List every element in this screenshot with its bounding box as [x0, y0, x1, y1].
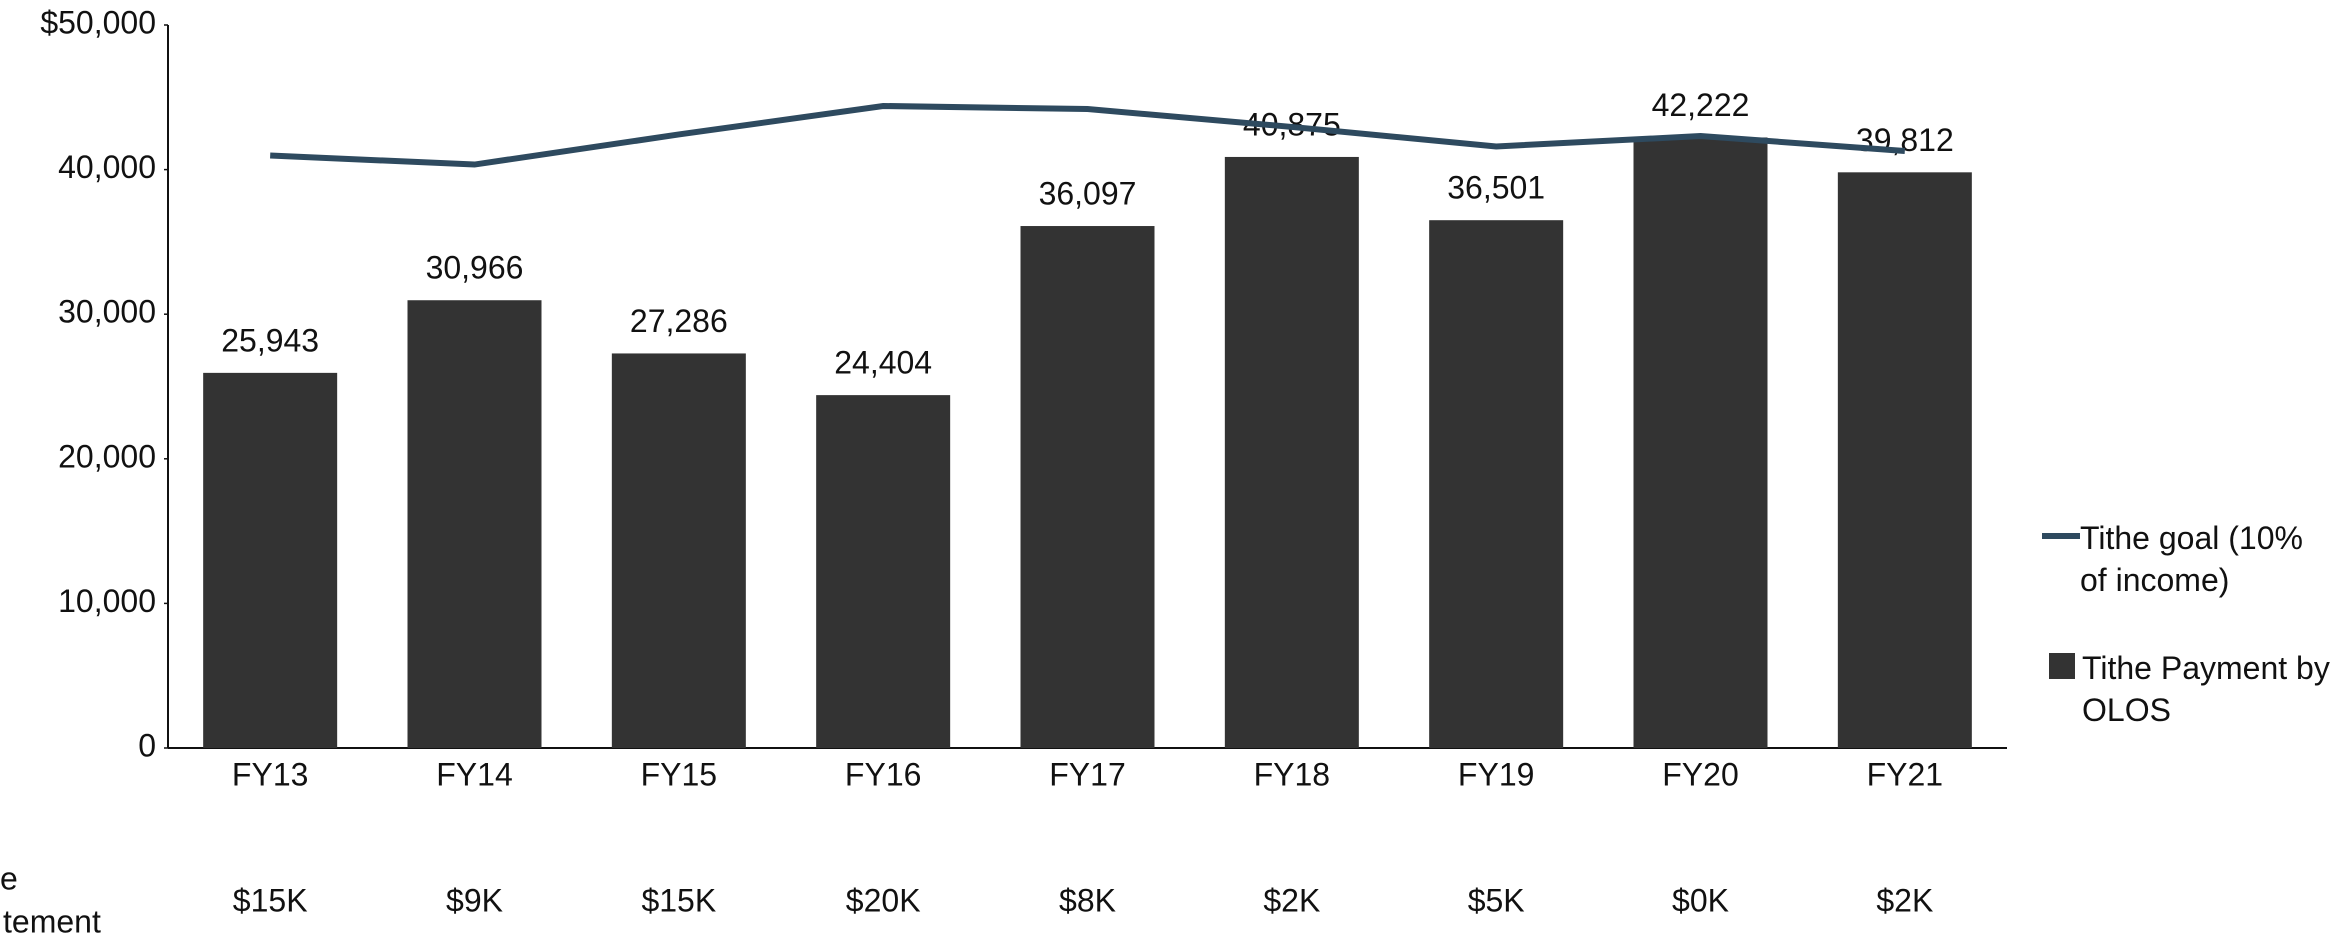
bar — [1837, 172, 1972, 748]
row-value: $20K — [846, 882, 921, 918]
bar — [1224, 156, 1359, 748]
data-label: 39,812 — [1856, 122, 1954, 158]
bar — [203, 372, 338, 748]
x-tick-label: FY17 — [1049, 756, 1125, 792]
row-value: $8K — [1059, 882, 1116, 918]
x-tick-label: FY14 — [436, 756, 512, 792]
legend-item: Tithe goal (10% of income) — [2042, 517, 2330, 601]
x-tick-label: FY15 — [641, 756, 717, 792]
data-label: 36,097 — [1039, 175, 1137, 211]
row-value: $15K — [233, 882, 308, 918]
bar — [1020, 226, 1155, 749]
x-tick-label: FY18 — [1254, 756, 1330, 792]
row-label: tement — [3, 903, 101, 939]
y-tick-label: 20,000 — [58, 438, 156, 474]
x-tick-label: FY21 — [1867, 756, 1943, 792]
x-tick-label: FY19 — [1458, 756, 1534, 792]
legend-swatch-bar — [2049, 653, 2075, 679]
data-label: 24,404 — [834, 345, 932, 381]
row-label: e — [0, 860, 18, 896]
y-tick-label: 0 — [138, 727, 156, 763]
bar — [611, 353, 746, 748]
row-value: $2K — [1876, 882, 1933, 918]
y-tick-label: 40,000 — [58, 149, 156, 185]
row-value: $0K — [1672, 882, 1729, 918]
row-value: $2K — [1263, 882, 1320, 918]
bar — [1429, 220, 1564, 748]
x-tick-label: FY13 — [232, 756, 308, 792]
row-value: $9K — [446, 882, 503, 918]
bar — [816, 395, 951, 748]
data-label: 27,286 — [630, 303, 728, 339]
legend-item: Tithe Payment by OLOS — [2049, 647, 2332, 731]
row-value: $5K — [1468, 882, 1525, 918]
legend-label: Tithe Payment by OLOS — [2082, 650, 2330, 728]
line — [270, 102, 1906, 168]
bar — [407, 300, 542, 748]
y-tick-label: 30,000 — [58, 294, 156, 330]
data-label: 30,966 — [426, 250, 524, 286]
bar — [1633, 137, 1768, 749]
y-tick-label: $50,000 — [40, 4, 156, 40]
y-tick-label: 10,000 — [58, 583, 156, 619]
legend-label: Tithe goal (10% of income) — [2080, 520, 2303, 598]
row-value: $15K — [641, 882, 716, 918]
data-label: 42,222 — [1652, 87, 1750, 123]
x-tick-label: FY20 — [1662, 756, 1738, 792]
legend-swatch-line — [2042, 533, 2080, 539]
x-tick-label: FY16 — [845, 756, 921, 792]
data-label: 36,501 — [1447, 170, 1545, 206]
data-label: 25,943 — [221, 322, 319, 358]
